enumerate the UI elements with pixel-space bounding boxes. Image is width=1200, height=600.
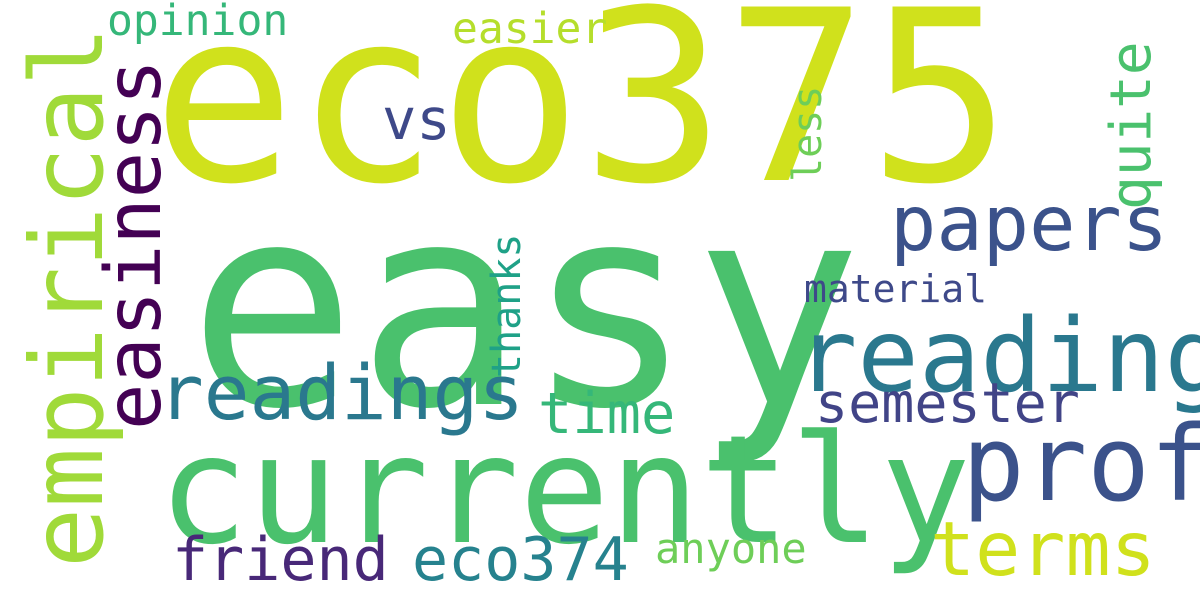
word-eco374: eco374 bbox=[412, 525, 629, 595]
word-opinion: opinion bbox=[107, 0, 289, 46]
word-anyone: anyone bbox=[655, 524, 807, 573]
word-thanks: thanks bbox=[484, 233, 530, 379]
word-time: time bbox=[538, 381, 676, 447]
word-easier: easier bbox=[452, 4, 608, 54]
word-quite: quite bbox=[1099, 41, 1164, 210]
word-currently: currently bbox=[158, 404, 971, 578]
word-semester: semester bbox=[815, 371, 1080, 435]
word-less: less bbox=[785, 85, 831, 182]
word-easy: easy bbox=[188, 145, 863, 471]
word-papers: papers bbox=[890, 180, 1169, 269]
word-friend: friend bbox=[172, 525, 389, 595]
word-readings: readings bbox=[158, 348, 525, 437]
word-reading: reading bbox=[796, 297, 1200, 416]
word-eco375: eco375 bbox=[152, 0, 1012, 237]
word-material: material bbox=[804, 267, 988, 311]
word-prof: prof bbox=[962, 403, 1200, 525]
word-vs: vs bbox=[382, 87, 451, 153]
word-terms: terms bbox=[930, 505, 1156, 593]
